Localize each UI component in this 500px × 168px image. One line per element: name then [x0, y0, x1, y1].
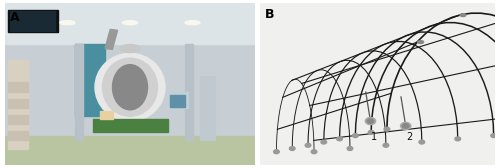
Text: B: B: [264, 8, 274, 21]
Bar: [75, 44, 82, 140]
Text: A: A: [10, 11, 20, 24]
Bar: [170, 95, 185, 107]
Text: 2: 2: [406, 132, 412, 142]
Bar: [8, 115, 28, 124]
Ellipse shape: [185, 21, 200, 25]
Bar: [100, 111, 112, 119]
Circle shape: [347, 146, 353, 151]
Circle shape: [491, 134, 496, 138]
Circle shape: [352, 134, 358, 138]
Circle shape: [290, 146, 295, 151]
Bar: [5, 3, 255, 44]
Ellipse shape: [122, 21, 138, 25]
Circle shape: [419, 140, 424, 144]
Ellipse shape: [120, 45, 140, 53]
Bar: [8, 98, 28, 108]
Circle shape: [321, 140, 326, 144]
Bar: [8, 131, 28, 140]
Circle shape: [367, 119, 374, 123]
Bar: [185, 44, 192, 140]
Bar: [200, 76, 215, 140]
Bar: [105, 29, 118, 49]
Bar: [8, 10, 58, 32]
Circle shape: [383, 143, 388, 147]
Circle shape: [402, 124, 409, 128]
Ellipse shape: [95, 53, 165, 121]
Circle shape: [400, 122, 411, 130]
Bar: [92, 119, 168, 132]
Circle shape: [455, 137, 460, 141]
Circle shape: [311, 150, 317, 154]
Circle shape: [368, 130, 374, 134]
Bar: [5, 136, 255, 165]
Text: 1: 1: [371, 132, 377, 142]
Ellipse shape: [60, 21, 75, 25]
Bar: [10, 11, 55, 31]
Bar: [75, 44, 105, 116]
Bar: [8, 82, 28, 92]
Ellipse shape: [102, 58, 158, 116]
Circle shape: [384, 127, 390, 131]
Circle shape: [274, 150, 280, 154]
Circle shape: [366, 118, 376, 125]
Bar: [168, 92, 188, 108]
Ellipse shape: [112, 65, 148, 110]
Bar: [8, 60, 28, 149]
Ellipse shape: [460, 14, 466, 16]
Circle shape: [305, 143, 311, 147]
Circle shape: [336, 137, 342, 141]
Ellipse shape: [418, 41, 424, 44]
